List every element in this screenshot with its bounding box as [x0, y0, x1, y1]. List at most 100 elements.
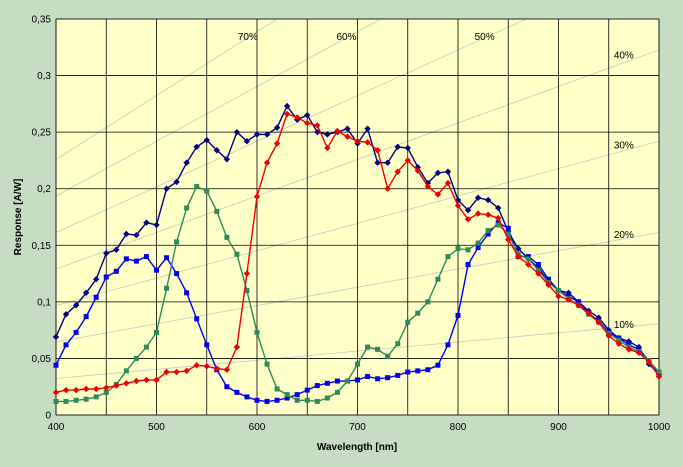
data-point	[474, 194, 482, 201]
data-point	[52, 389, 60, 396]
data-point	[445, 342, 451, 348]
data-point	[193, 143, 200, 151]
data-point	[474, 210, 482, 217]
data-point	[354, 137, 361, 145]
data-point	[545, 281, 552, 289]
data-point	[484, 211, 492, 218]
data-point	[203, 363, 210, 370]
data-point	[213, 365, 220, 372]
data-point	[556, 288, 561, 294]
data-point	[495, 214, 502, 222]
data-point	[264, 398, 270, 404]
data-point	[234, 251, 240, 257]
data-point	[93, 294, 99, 300]
data-point	[595, 319, 602, 326]
data-point	[53, 398, 59, 404]
data-point	[304, 397, 310, 403]
data-point	[464, 216, 472, 223]
data-point	[173, 178, 180, 186]
x-tick-label: 600	[249, 422, 266, 433]
y-tick-label: 0,2	[37, 184, 51, 195]
data-point	[254, 397, 260, 403]
data-point	[253, 193, 261, 200]
y-axis-title: Response [A/W]	[13, 179, 24, 256]
data-point	[304, 387, 310, 393]
x-tick-label: 1000	[648, 422, 671, 433]
x-axis-ticks: 400 500 600 700 800 900 1000	[48, 422, 671, 433]
data-point	[52, 333, 60, 341]
data-point	[93, 394, 99, 400]
data-point	[525, 261, 532, 268]
data-point	[355, 361, 360, 367]
data-point	[263, 131, 271, 138]
data-point	[72, 302, 80, 309]
data-point	[505, 231, 511, 237]
data-point	[454, 202, 462, 209]
data-point	[254, 329, 260, 335]
data-point	[355, 377, 360, 383]
data-point	[163, 185, 170, 192]
data-point	[565, 296, 572, 303]
data-point	[234, 389, 240, 395]
data-point	[344, 133, 351, 140]
data-point	[273, 140, 281, 147]
data-point	[395, 372, 401, 378]
data-point	[294, 114, 301, 121]
data-point	[575, 302, 582, 309]
data-point	[484, 196, 492, 204]
data-point	[164, 255, 170, 261]
efficiency-label: 20%	[614, 230, 634, 241]
data-point	[263, 159, 271, 166]
data-point	[485, 231, 491, 237]
efficiency-labels: 10% 20% 30% 40% 50% 60% 70%	[238, 32, 634, 331]
data-point	[415, 368, 421, 374]
data-point	[314, 128, 321, 136]
data-point	[465, 262, 471, 268]
data-point	[284, 392, 290, 398]
data-point	[334, 378, 340, 384]
data-point	[434, 169, 442, 177]
data-point	[515, 245, 522, 252]
x-tick-label: 500	[148, 422, 165, 433]
data-point	[565, 289, 572, 297]
data-point	[214, 208, 220, 214]
data-point	[244, 394, 250, 400]
data-point	[284, 395, 290, 401]
data-point	[304, 119, 311, 127]
data-point	[495, 222, 501, 228]
data-point	[163, 368, 170, 376]
data-point	[184, 290, 190, 296]
data-point	[183, 159, 190, 166]
data-point	[364, 125, 371, 132]
data-point	[174, 239, 180, 245]
data-point	[113, 382, 120, 389]
series-layer	[52, 102, 663, 404]
data-point	[455, 246, 461, 252]
data-point	[143, 376, 150, 384]
data-point	[73, 397, 79, 403]
data-point	[243, 270, 251, 277]
data-point	[384, 159, 391, 166]
data-point	[324, 395, 330, 401]
efficiency-label: 70%	[238, 32, 258, 43]
data-point	[505, 236, 512, 243]
data-point	[615, 340, 622, 347]
y-tick-label: 0,3	[37, 71, 51, 82]
data-point	[123, 380, 130, 387]
data-point	[153, 221, 160, 229]
data-point	[223, 366, 231, 373]
series	[53, 183, 662, 404]
data-point	[535, 270, 542, 277]
data-point	[445, 254, 451, 260]
data-point	[545, 276, 551, 282]
x-tick-label: 700	[349, 422, 366, 433]
data-point	[314, 122, 321, 129]
data-point	[344, 125, 351, 132]
data-point	[515, 253, 522, 260]
data-point	[505, 225, 511, 231]
data-point	[264, 361, 270, 367]
data-point	[655, 373, 663, 380]
data-point	[385, 353, 391, 359]
data-point	[475, 245, 481, 251]
